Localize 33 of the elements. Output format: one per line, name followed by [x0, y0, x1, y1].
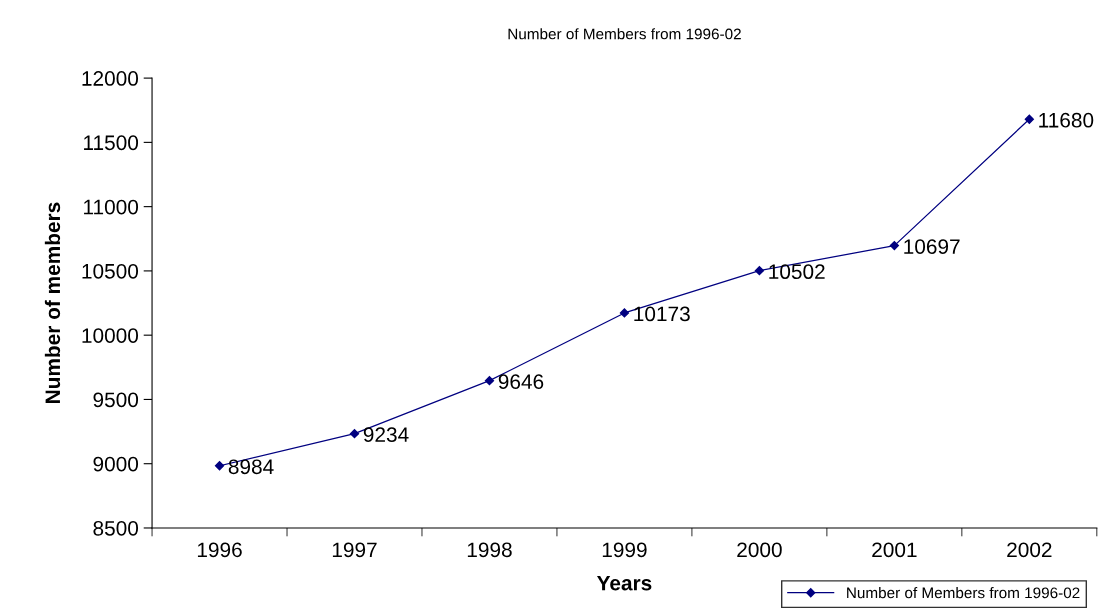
data-label: 9234 [363, 427, 409, 442]
x-tick-label: 2001 [872, 542, 917, 558]
point [214, 461, 225, 471]
y-axis-title: Number of members [44, 202, 61, 403]
x-tick-label: 1999 [602, 542, 647, 558]
data-label: 10502 [769, 264, 825, 280]
point [349, 429, 360, 439]
y-tick-label: 9000 [93, 456, 139, 472]
data-label: 10173 [634, 306, 690, 322]
chart-title: Number of Members from 1996-02 [508, 28, 741, 40]
x-axis-title: Years [596, 575, 652, 591]
x-tick-label: 1997 [332, 542, 377, 558]
data-label: 10697 [904, 239, 960, 254]
x-tick-label: 1998 [467, 542, 512, 558]
x-tick-label: 1996 [197, 542, 242, 558]
point [889, 240, 899, 251]
point [484, 376, 495, 386]
point [754, 266, 765, 276]
y-tick-label: 10500 [82, 263, 139, 279]
y-tick-label: 11000 [84, 199, 139, 215]
point [619, 308, 630, 318]
y-tick-label: 9500 [93, 392, 139, 408]
x-tick-label: 2000 [737, 542, 782, 558]
data-label: 9646 [498, 374, 544, 390]
legend-label: Number of Members from 1996-02 [847, 587, 1080, 599]
y-tick-label: 10000 [82, 328, 139, 343]
point [1024, 114, 1034, 124]
data-label: 8984 [228, 459, 274, 475]
y-tick-label: 11500 [84, 135, 139, 151]
y-tick-label: 8500 [93, 520, 139, 536]
x-tick-label: 2002 [1007, 542, 1052, 558]
data-label: 11680 [1039, 112, 1094, 128]
y-tick-label: 12000 [82, 71, 139, 86]
